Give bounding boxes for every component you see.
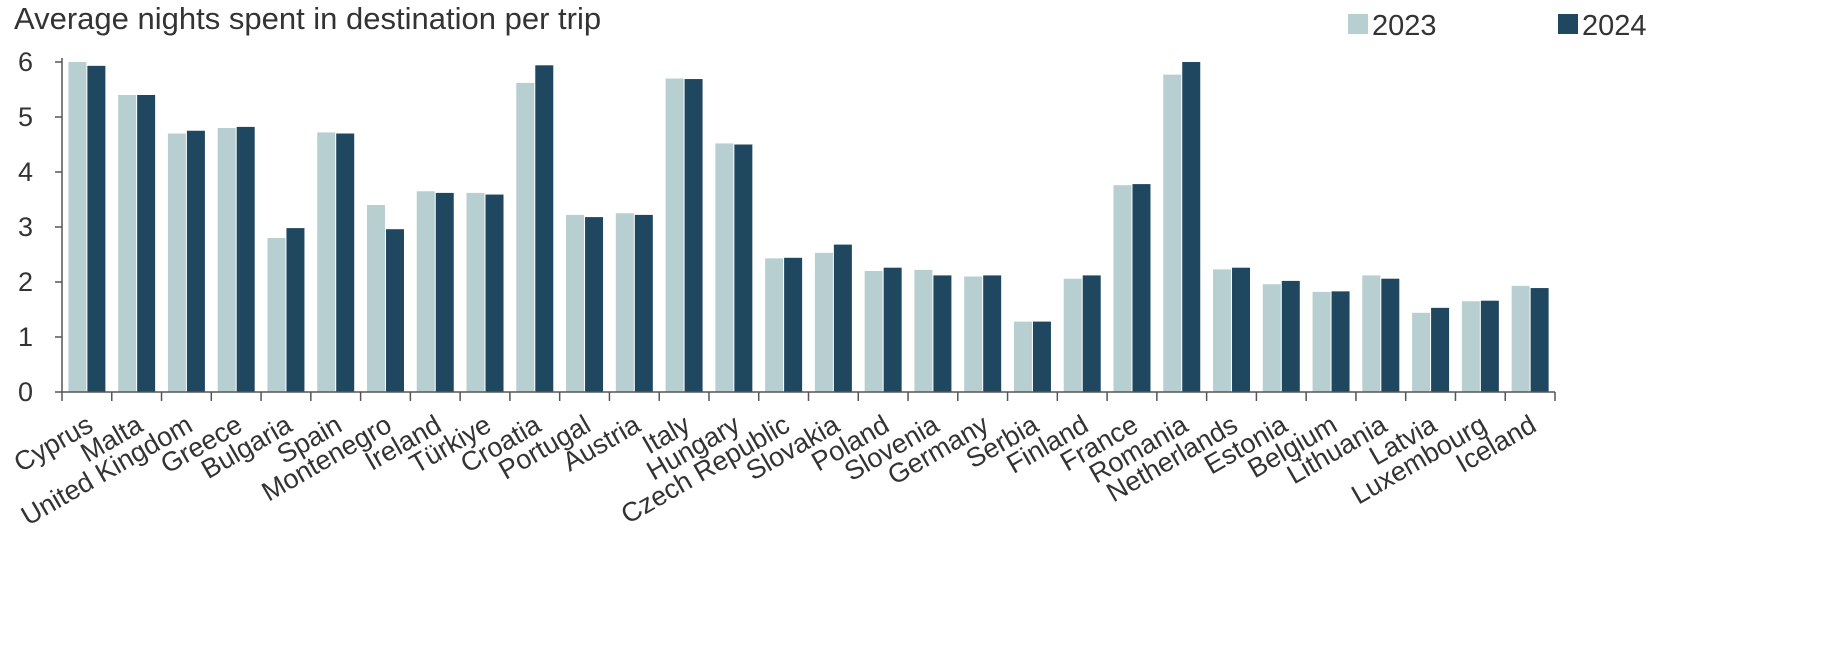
bar-2024-serbia xyxy=(1032,321,1051,392)
bar-2023-slovenia xyxy=(914,269,933,392)
y-tick-label: 4 xyxy=(18,157,33,187)
bar-2023-austria xyxy=(615,213,634,392)
bar-2023-germany xyxy=(964,276,983,392)
bar-2023-netherlands xyxy=(1213,269,1232,392)
bar-2024-portugal xyxy=(585,217,604,392)
bar-2024-poland xyxy=(883,267,902,392)
bar-2024-ireland xyxy=(435,192,454,392)
y-tick-label: 0 xyxy=(18,377,33,407)
bar-2024-netherlands xyxy=(1232,267,1251,392)
bar-2023-finland xyxy=(1063,278,1082,392)
bar-2024-croatia xyxy=(535,65,554,393)
legend-swatch xyxy=(1348,14,1368,34)
bar-2024-spain xyxy=(336,133,355,392)
bar-2024-austria xyxy=(634,214,653,392)
bar-2024-lithuania xyxy=(1381,278,1400,392)
bars xyxy=(68,62,1549,393)
bar-2024-iceland xyxy=(1530,288,1549,392)
bar-2024-luxembourg xyxy=(1480,300,1499,392)
bar-2023-france xyxy=(1113,185,1132,392)
bar-2024-malta xyxy=(137,95,156,392)
y-tick-label: 1 xyxy=(18,322,33,352)
bar-2024-czech-republic xyxy=(784,257,803,392)
bar-2023-romania xyxy=(1163,74,1182,393)
bar-2023-türkiye xyxy=(466,192,485,392)
bar-2023-italy xyxy=(665,78,684,392)
bar-2023-montenegro xyxy=(366,205,385,392)
bar-2023-greece xyxy=(217,128,236,392)
y-tick-label: 3 xyxy=(18,212,33,242)
bar-2024-finland xyxy=(1082,275,1101,392)
chart-title: Average nights spent in destination per … xyxy=(14,1,601,36)
legend: 2023 2024 xyxy=(1348,10,1647,42)
bar-2023-poland xyxy=(864,271,883,392)
bar-2024-belgium xyxy=(1331,291,1350,392)
bar-2024-greece xyxy=(236,126,255,393)
bar-2023-estonia xyxy=(1262,284,1281,392)
y-tick-label: 2 xyxy=(18,267,33,297)
bar-2023-malta xyxy=(118,95,137,392)
bar-2024-cyprus xyxy=(87,65,106,392)
bar-2024-slovakia xyxy=(833,244,852,392)
bar-2023-bulgaria xyxy=(267,238,286,392)
y-tick-label: 5 xyxy=(18,102,33,132)
bar-2024-romania xyxy=(1182,62,1201,392)
bar-2024-montenegro xyxy=(385,229,404,392)
bar-2024-türkiye xyxy=(485,194,504,392)
bar-2024-hungary xyxy=(734,144,753,392)
bar-2024-latvia xyxy=(1431,307,1450,392)
bar-2023-ireland xyxy=(416,191,435,392)
y-axis: 0 1 2 3 4 5 6 xyxy=(18,47,63,407)
bar-2023-lithuania xyxy=(1362,275,1381,392)
legend-swatch xyxy=(1558,14,1578,34)
bar-2023-slovakia xyxy=(814,252,833,392)
bar-2024-bulgaria xyxy=(286,228,305,392)
bar-2023-serbia xyxy=(1013,321,1032,392)
bar-2023-luxembourg xyxy=(1461,301,1480,392)
legend-label: 2024 xyxy=(1582,10,1647,42)
bar-2023-spain xyxy=(317,132,336,392)
bar-2023-belgium xyxy=(1312,291,1331,392)
bar-2023-latvia xyxy=(1412,312,1431,392)
bar-2023-czech-republic xyxy=(765,258,784,392)
bar-2024-estonia xyxy=(1281,280,1300,392)
bar-2023-cyprus xyxy=(68,62,87,392)
bar-2024-united-kingdom xyxy=(186,130,205,392)
bar-2023-hungary xyxy=(715,143,734,392)
bar-2024-slovenia xyxy=(933,275,952,392)
bar-2023-united-kingdom xyxy=(167,133,186,392)
bar-2024-italy xyxy=(684,79,703,393)
bar-2024-germany xyxy=(983,275,1002,392)
bar-2023-croatia xyxy=(516,82,535,393)
bar-2024-france xyxy=(1132,184,1151,392)
bar-2023-iceland xyxy=(1511,285,1530,392)
y-tick-label: 6 xyxy=(18,47,33,77)
legend-label: 2023 xyxy=(1372,10,1437,42)
bar-2023-portugal xyxy=(566,214,585,392)
